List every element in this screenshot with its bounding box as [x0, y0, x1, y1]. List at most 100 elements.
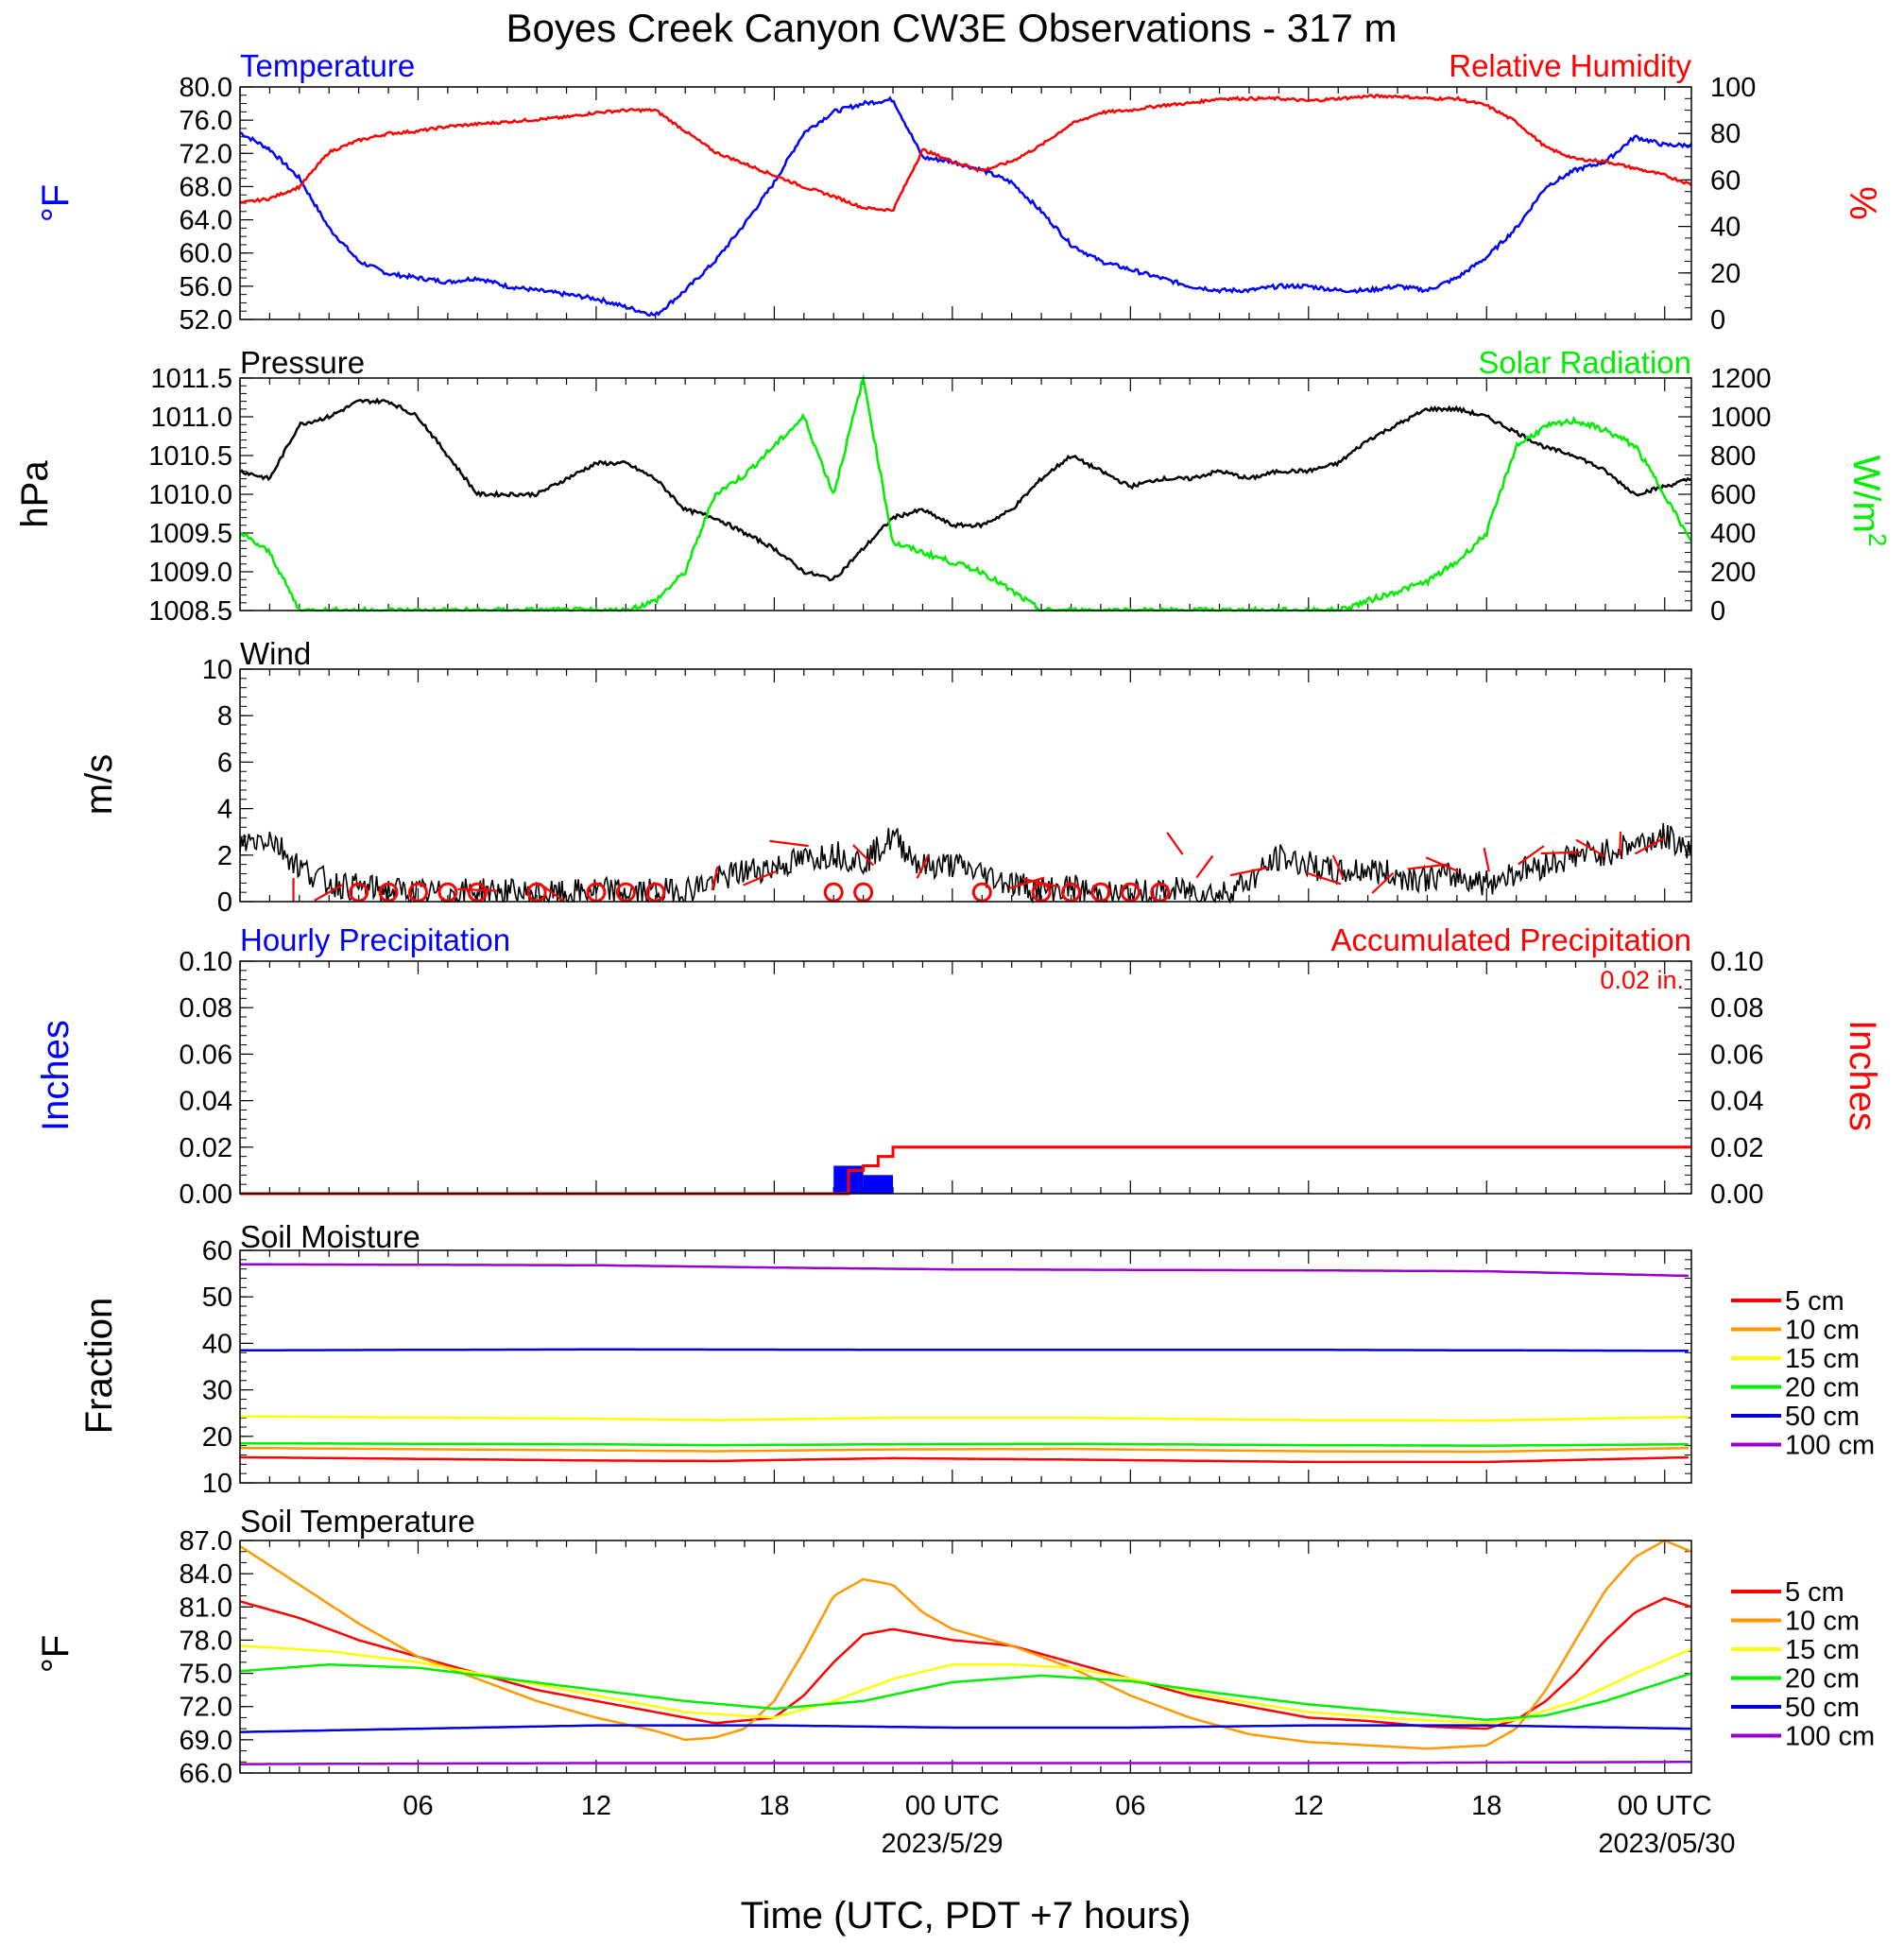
y-tick-label: 50 — [202, 1282, 232, 1313]
wind-barb — [743, 870, 777, 886]
y-tick-label: 10 — [202, 655, 232, 685]
y-tick-label: 0.06 — [180, 1040, 232, 1070]
wind-axis-label: m/s — [78, 754, 120, 815]
x-axis-label: Time (UTC, PDT +7 hours) — [741, 1895, 1192, 1936]
legend-label: 100 cm — [1785, 1722, 1875, 1752]
wind-calm-marker — [526, 882, 547, 903]
precipitation-frame — [239, 960, 1692, 1195]
soil-temperature-100cm-line — [240, 1761, 1691, 1765]
wind-barb — [1022, 877, 1061, 888]
panel-precipitation: Hourly Precipitation Accumulated Precipi… — [35, 922, 1883, 1210]
hourly-precip-axis-label: Inches — [35, 1020, 77, 1131]
humidity-title: Relative Humidity — [1449, 48, 1691, 83]
temperature-line — [239, 95, 1693, 318]
wind-calm-marker — [407, 882, 428, 903]
y-tick-label: 1011.5 — [150, 364, 232, 394]
temperature-axis-label: °F — [35, 184, 77, 222]
wind-barb — [457, 887, 498, 892]
y-tick-label: 1010.0 — [148, 480, 232, 510]
y-tick-label: 0.08 — [180, 993, 232, 1024]
soil-moisture-20cm-line — [240, 1441, 1689, 1447]
soil-moisture-frame — [239, 1249, 1692, 1484]
y-tick-label: 200 — [1710, 558, 1756, 588]
x-tick-label: 06 — [1115, 1791, 1145, 1821]
wind-calm-marker — [467, 882, 488, 903]
y-tick-label: 20 — [202, 1422, 232, 1453]
y-tick-label: 60.0 — [180, 239, 232, 269]
y-tick-label: 1009.0 — [148, 558, 232, 588]
wind-barb — [314, 883, 345, 902]
wind-calm-marker — [586, 882, 607, 903]
y-tick-label: 72.0 — [180, 1693, 232, 1723]
precip-total-label: 0.02 in. — [1600, 966, 1684, 994]
y-tick-label: 66.0 — [180, 1759, 232, 1789]
y-tick-label: 0.04 — [180, 1087, 232, 1117]
y-tick-label: 80.0 — [180, 73, 232, 103]
temperature-humidity-frame — [239, 86, 1692, 320]
solar-axis-unit: W/m — [1845, 456, 1887, 533]
wind-barb — [916, 854, 930, 879]
y-tick-label: 72.0 — [180, 139, 232, 169]
wind-calm-marker — [853, 882, 874, 903]
y-tick-label: 81.0 — [180, 1592, 232, 1623]
y-tick-label: 0.00 — [1710, 1179, 1763, 1210]
accum-precip-title: Accumulated Precipitation — [1330, 922, 1691, 957]
y-tick-label: 1010.5 — [148, 441, 232, 472]
solar-title: Solar Radiation — [1478, 345, 1691, 380]
y-tick-label: 40 — [1710, 213, 1741, 243]
y-tick-label: 0.10 — [180, 947, 232, 977]
x-tick-label: 12 — [1294, 1791, 1324, 1821]
solar-axis-label: W/m2 — [1845, 456, 1892, 547]
wind-barb — [1407, 863, 1448, 870]
soil-moisture-5cm-line — [239, 1455, 1689, 1464]
pressure-title: Pressure — [240, 345, 365, 380]
date-label-1: 2023/5/29 — [881, 1829, 1003, 1859]
y-tick-label: 87.0 — [180, 1526, 232, 1557]
figure-title: Boyes Creek Canyon CW3E Observations - 3… — [506, 6, 1397, 50]
temperature-title: Temperature — [240, 48, 415, 83]
y-tick-label: 100 — [1710, 73, 1756, 103]
y-tick-label: 75.0 — [180, 1660, 232, 1690]
legend-label: 15 cm — [1785, 1344, 1860, 1374]
soil-temperature-title: Soil Temperature — [240, 1504, 475, 1539]
wind-calm-marker — [1150, 882, 1171, 903]
y-tick-label: 400 — [1710, 519, 1756, 549]
panel-soil-temperature: Soil Temperature °F 66.069.072.075.0 78.0… — [35, 1504, 1875, 1789]
y-tick-label: 0 — [1710, 596, 1725, 627]
wind-calm-marker — [437, 882, 458, 903]
soil-temperature-20cm-line — [239, 1662, 1692, 1722]
hourly-precip-bar — [863, 1175, 894, 1194]
y-tick-label: 0.10 — [1710, 947, 1763, 977]
y-tick-label: 2 — [217, 841, 232, 871]
wind-calm-marker — [823, 882, 844, 903]
wind-calm-marker — [1120, 882, 1141, 903]
y-tick-label: 64.0 — [180, 206, 232, 236]
accumulated-precip-line — [240, 1145, 1691, 1196]
date-label-2: 2023/05/30 — [1598, 1829, 1735, 1859]
humidity-axis-label: % — [1842, 186, 1883, 220]
wind-barb — [1575, 838, 1605, 858]
soil-moisture-10cm-line — [240, 1446, 1689, 1454]
y-tick-label: 52.0 — [180, 305, 232, 336]
legend-label: 20 cm — [1785, 1373, 1860, 1403]
y-tick-label: 84.0 — [180, 1559, 232, 1590]
y-tick-label: 0.00 — [180, 1179, 232, 1210]
y-tick-label: 0.08 — [1710, 993, 1763, 1024]
wind-barb — [1634, 836, 1666, 855]
wind-calm-marker — [1090, 882, 1111, 903]
soil-temperature-frame — [239, 1540, 1692, 1774]
x-tick-label: 06 — [403, 1791, 433, 1821]
y-tick-label: 20 — [1710, 259, 1741, 289]
y-tick-label: 0 — [217, 887, 232, 918]
x-tick-label: 00 UTC — [1618, 1791, 1712, 1821]
wind-calm-marker — [971, 882, 992, 903]
y-tick-label: 56.0 — [180, 272, 232, 302]
soil-moisture-15cm-line — [239, 1415, 1689, 1422]
pressure-solar-frame — [239, 377, 1692, 611]
legend-label: 5 cm — [1785, 1577, 1844, 1608]
wind-barb — [1331, 854, 1345, 879]
y-tick-label: 80 — [1710, 119, 1741, 149]
y-tick-label: 1011.0 — [150, 403, 232, 433]
humidity-line — [239, 93, 1692, 213]
